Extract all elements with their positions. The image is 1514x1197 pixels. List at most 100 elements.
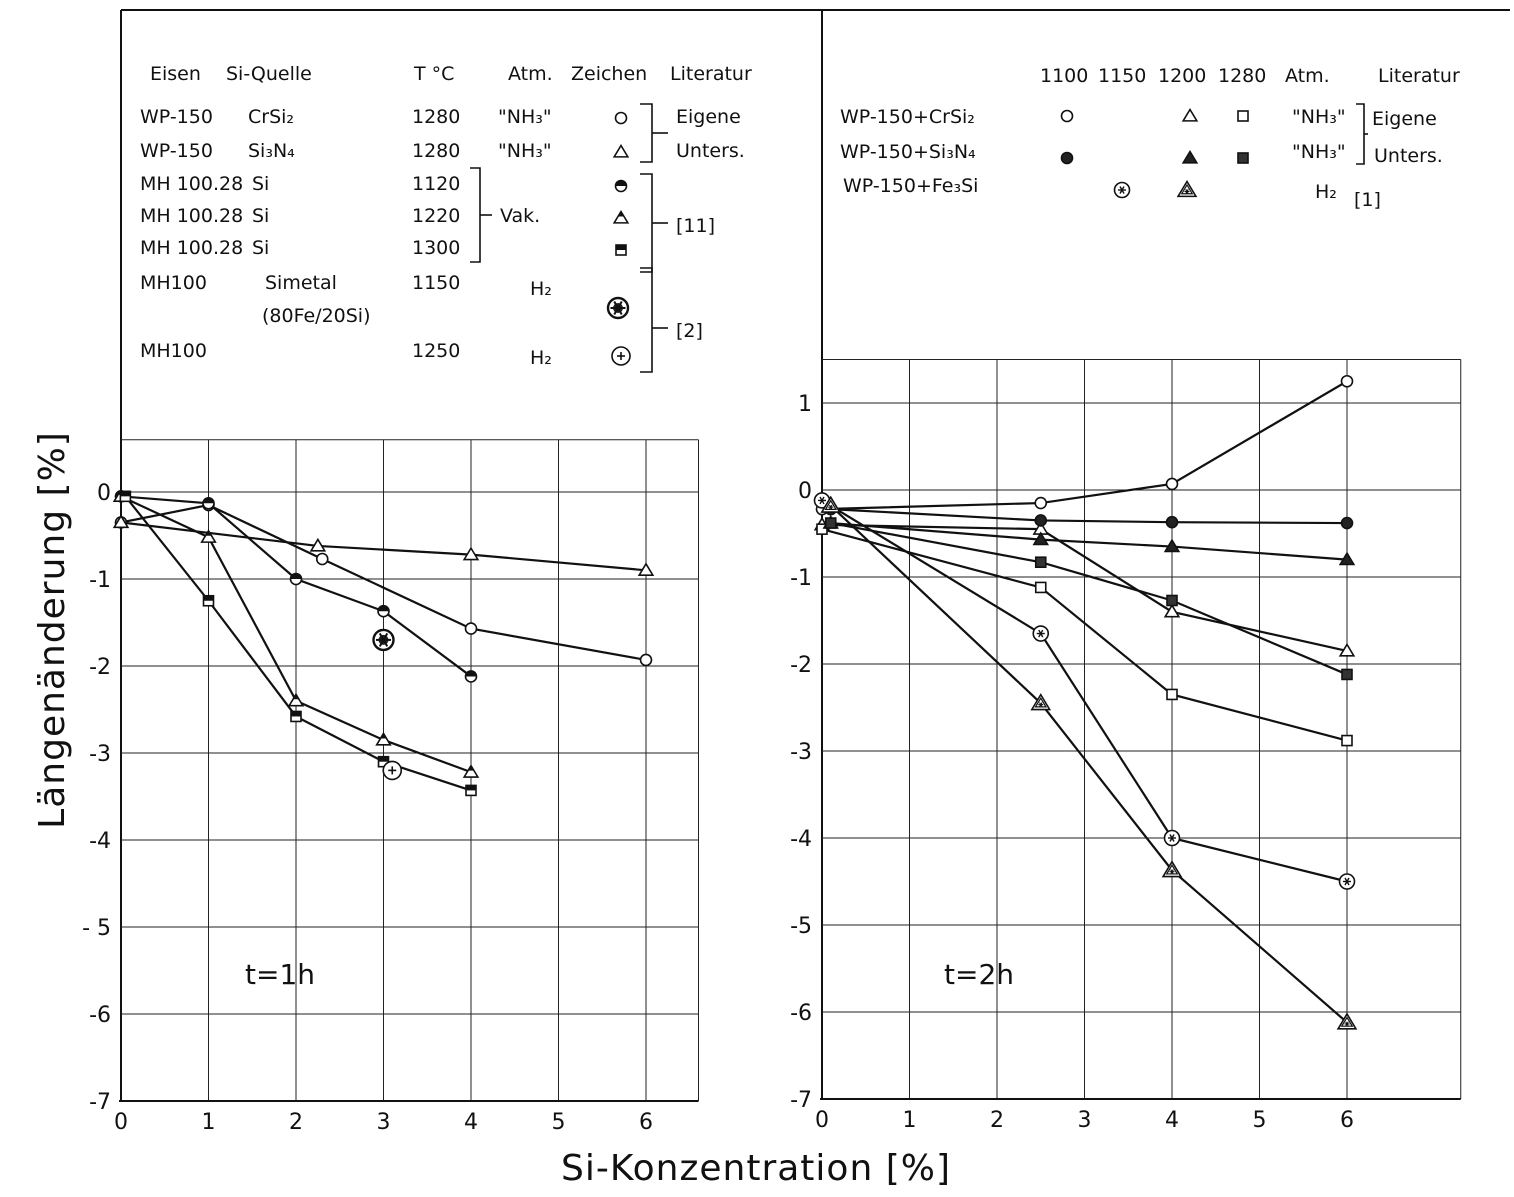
data-point-circle-open <box>315 552 329 566</box>
data-point-circle-half <box>202 497 215 510</box>
frame <box>120 9 1510 1100</box>
series-line-triangle-star <box>829 504 1348 1024</box>
data-point-circle-half <box>289 572 303 586</box>
y-tick-label: 0 <box>97 481 111 506</box>
legend-header-zeichen: Zeichen <box>571 63 647 85</box>
data-point-triangle-open <box>637 562 655 576</box>
left-annotation: t=1h <box>245 958 315 991</box>
y-tick-label: 0 <box>798 479 812 504</box>
data-point-triangle-star <box>1336 1012 1358 1030</box>
data-point-circle-star-bold <box>372 628 395 652</box>
legend-marker-triangle-open <box>1181 107 1199 122</box>
data-point-circle-open <box>639 653 653 667</box>
legend-right-lit-header: Literatur <box>1378 65 1460 87</box>
data-point-circle-star <box>813 492 831 509</box>
data-point-circle-star <box>1032 625 1050 642</box>
x-tick-label: 5 <box>552 1110 566 1135</box>
legend-right-brackets <box>1356 103 1368 165</box>
legend-marker-square-half <box>615 244 627 256</box>
data-point-circle-filled <box>1340 516 1354 530</box>
y-tick-label: -5 <box>790 914 812 939</box>
legend-marker-circle-open <box>1060 109 1074 123</box>
legend-left: Eisen Si-Quelle T °C Atm. Zeichen Litera… <box>140 63 752 373</box>
data-point-circle-open <box>464 622 478 635</box>
data-point-square-open <box>1166 688 1178 701</box>
legend-marker-triangle-filled <box>1181 149 1199 164</box>
legend-marker-square-open <box>1237 110 1249 122</box>
legend-left-markers <box>606 111 631 366</box>
data-point-square-half <box>290 710 302 723</box>
series-line-square-half <box>124 495 472 792</box>
data-point-circle-half <box>464 670 478 683</box>
legend-row-3-quelle: Si <box>252 173 269 195</box>
legend-row-3-eisen: MH 100.28 <box>140 173 243 195</box>
legend-lit-2: [2] <box>676 320 703 342</box>
data-point-square-open <box>816 523 828 535</box>
legend-row-7-temp: 1250 <box>412 340 460 362</box>
legend-row-1-temp: 1280 <box>412 106 460 128</box>
legend-right-row-2-label: WP-150+Si₃N₄ <box>840 141 976 163</box>
legend-marker-triangle-star <box>1176 179 1198 198</box>
y-tick-label: -1 <box>790 566 812 591</box>
legend-header-atm: Atm. <box>508 63 553 85</box>
legend-right-row-3-label: WP-150+Fe₃Si <box>843 175 978 197</box>
data-point-square-open <box>1341 734 1353 747</box>
legend-row-7-atm: H₂ <box>530 347 552 369</box>
legend-lit-11: [11] <box>676 215 715 237</box>
y-tick-label: 1 <box>798 392 812 417</box>
data-point-square-half <box>202 594 215 607</box>
data-point-triangle-open <box>1163 603 1181 618</box>
x-tick-label: 1 <box>202 1110 216 1135</box>
right-plot: 0 1 2 3 4 5 6 1 0 -1 -2 -3 -4 -5 -6 -7 <box>790 359 1462 1133</box>
legend-right-lit-1: [1] <box>1354 189 1381 211</box>
y-tick-label: - 5 <box>82 916 111 941</box>
data-point-triangle-open <box>309 537 327 552</box>
legend-row-4-quelle: Si <box>252 205 269 227</box>
y-axis-label: Längenänderung [%] <box>32 431 73 829</box>
data-point-triangle-star <box>1161 860 1183 878</box>
legend-row-5-eisen: MH 100.28 <box>140 237 243 259</box>
data-point-circle-plus <box>382 760 403 781</box>
data-point-triangle-filled <box>1338 551 1356 566</box>
legend-row-6-temp: 1150 <box>412 272 460 294</box>
series-line-circle-filled <box>830 508 1348 525</box>
legend-row-6-quelle: Simetal <box>265 272 337 294</box>
legend-right-row-1-atm: "NH₃" <box>1292 106 1346 128</box>
x-tick-label: 3 <box>1078 1108 1092 1133</box>
x-axis-label: Si-Konzentration [%] <box>561 1148 951 1189</box>
legend-row-6-eisen: MH100 <box>140 272 207 294</box>
legend-right-temp-1150: 1150 <box>1098 65 1146 87</box>
legend-row-5-temp: 1300 <box>412 237 460 259</box>
data-point-triangle-half <box>287 692 305 707</box>
legend-right-temp-1100: 1100 <box>1040 65 1088 87</box>
data-point-circle-star <box>1163 829 1181 847</box>
data-point-circle-open <box>1034 496 1048 510</box>
y-tick-label: -3 <box>89 742 111 767</box>
legend-header-literatur: Literatur <box>670 63 752 85</box>
legend-marker-circle-star <box>1113 181 1131 199</box>
x-tick-label: 2 <box>289 1110 303 1135</box>
x-tick-label: 3 <box>377 1110 391 1135</box>
legend-marker-triangle-open <box>612 143 630 158</box>
series-line-square-open <box>821 528 1348 742</box>
legend-row-1-atm: "NH₃" <box>498 106 552 128</box>
data-point-triangle-open <box>462 546 480 561</box>
data-point-circle-filled <box>1165 515 1179 529</box>
series-line-triangle-open <box>120 521 647 572</box>
data-point-square-open <box>1034 581 1047 594</box>
data-point-triangle-open <box>1338 642 1356 657</box>
data-point-triangle-star <box>820 495 842 513</box>
legend-right-row-3-atm: H₂ <box>1315 181 1337 203</box>
legend-right-temp-1200: 1200 <box>1158 65 1206 87</box>
data-point-circle-star <box>1338 873 1356 890</box>
data-point-triangle-filled <box>1163 538 1181 553</box>
data-point-square-half <box>119 490 132 503</box>
data-point-triangle-half <box>462 764 480 778</box>
legend-row-1-eisen: WP-150 <box>140 106 213 128</box>
x-tick-label: 5 <box>1253 1108 1267 1133</box>
legend-row-4-atm: Vak. <box>500 205 540 227</box>
y-tick-label: -7 <box>790 1088 812 1113</box>
y-tick-label: -4 <box>790 827 812 852</box>
x-tick-label: 4 <box>1165 1108 1179 1133</box>
